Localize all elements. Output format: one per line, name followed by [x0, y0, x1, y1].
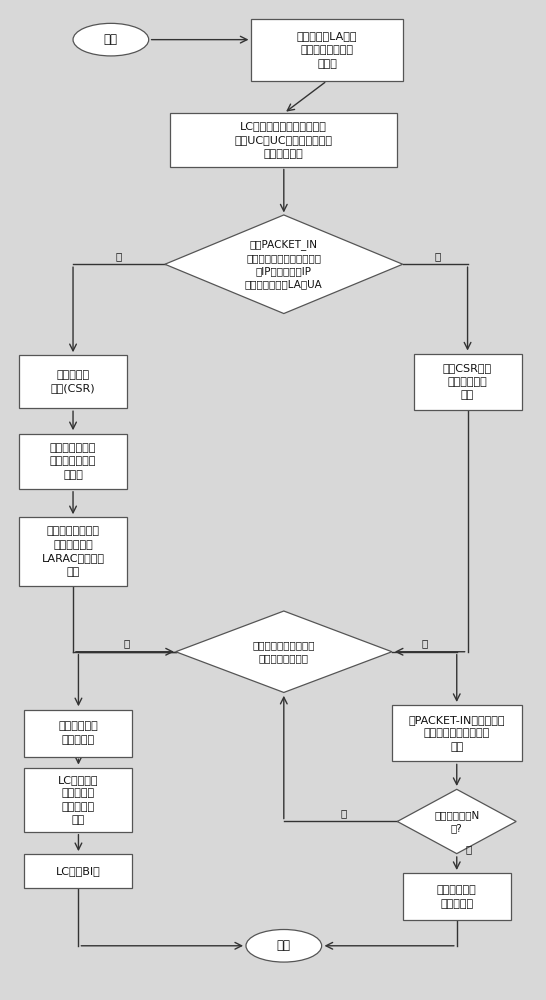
Polygon shape: [176, 611, 392, 692]
Text: 使用基于拉格朗日
松弛变量法的
LARAC进行路由
决策: 使用基于拉格朗日 松弛变量法的 LARAC进行路由 决策: [41, 526, 104, 577]
Text: 根据PACKET_IN
数据包地址判断路由类型，
源IP地址和目的IP
地址处于同一个LA或UA: 根据PACKET_IN 数据包地址判断路由类型， 源IP地址和目的IP 地址处于…: [245, 239, 323, 290]
Text: 否: 否: [435, 251, 441, 261]
Text: 获取局域网LA拓扑
和链路带宽、延时
等信息: 获取局域网LA拓扑 和链路带宽、延时 等信息: [297, 31, 357, 69]
Bar: [403, 873, 511, 920]
Polygon shape: [397, 789, 516, 854]
Bar: [19, 434, 127, 489]
Text: 否: 否: [421, 638, 428, 648]
Ellipse shape: [73, 23, 149, 56]
Text: 基于CSR的全
局分布式动态
路由: 基于CSR的全 局分布式动态 路由: [443, 363, 492, 400]
Bar: [392, 705, 521, 761]
Polygon shape: [165, 215, 403, 314]
Text: 集中式动态
路由(CSR): 集中式动态 路由(CSR): [51, 370, 96, 393]
Text: 开始: 开始: [104, 33, 118, 46]
Bar: [25, 768, 133, 832]
Text: 是: 是: [466, 844, 472, 854]
Text: LC更新聚合
网络，并同
步到其它控
制器: LC更新聚合 网络，并同 步到其它控 制器: [58, 775, 99, 825]
Bar: [19, 517, 127, 586]
Text: 将该路由装载
到交换机中: 将该路由装载 到交换机中: [58, 721, 98, 745]
Text: 否: 否: [340, 808, 346, 818]
Text: 是: 是: [124, 638, 130, 648]
Text: 无解，拒绝接
入网络服务: 无解，拒绝接 入网络服务: [437, 885, 477, 909]
Bar: [25, 854, 133, 888]
Text: LC进行局域网拓扑聚合并上
传到UC，UC将聚合网络同步
到其它控制器: LC进行局域网拓扑聚合并上 传到UC，UC将聚合网络同步 到其它控制器: [235, 121, 333, 159]
Text: 结束: 结束: [277, 939, 291, 952]
Bar: [19, 355, 127, 408]
Text: 该路由的带宽是否大于
所需要的最小带宽: 该路由的带宽是否大于 所需要的最小带宽: [253, 640, 315, 663]
Text: 将PACKET-IN数据包缓存
至调度队列，等待重新
计算: 将PACKET-IN数据包缓存 至调度队列，等待重新 计算: [408, 715, 505, 752]
Bar: [170, 113, 397, 167]
Bar: [251, 19, 403, 81]
Text: 是: 是: [116, 251, 122, 261]
Ellipse shape: [246, 929, 322, 962]
Bar: [25, 710, 133, 757]
Text: LC更新BI图: LC更新BI图: [56, 866, 101, 876]
Bar: [413, 354, 521, 410]
Text: 使用阻断到范式
理论降低路由搜
索空间: 使用阻断到范式 理论降低路由搜 索空间: [50, 443, 96, 480]
Text: 路由计算超过N
次?: 路由计算超过N 次?: [434, 810, 479, 833]
